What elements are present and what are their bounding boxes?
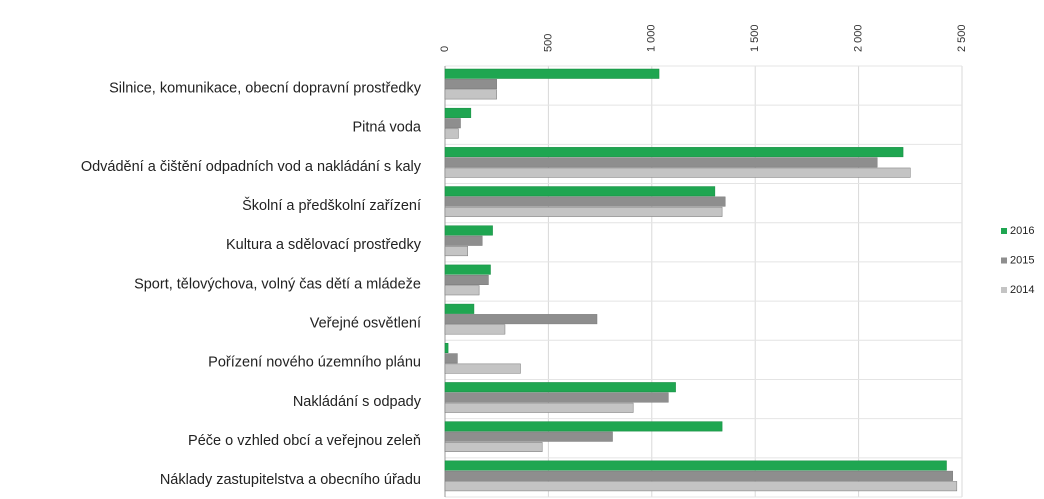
bar: [444, 235, 483, 246]
bar: [444, 382, 676, 393]
category-label: Péče o vzhled obcí a veřejnou zeleň: [188, 433, 421, 449]
x-tick-label: 0: [439, 46, 451, 52]
legend-swatch: [1001, 228, 1007, 234]
bar: [444, 107, 472, 118]
bar: [444, 363, 521, 374]
bar: [444, 343, 449, 354]
bar: [444, 402, 634, 413]
bar: [444, 167, 911, 178]
bar: [444, 274, 489, 285]
bar: [444, 118, 461, 129]
legend-label: 2016: [1010, 225, 1034, 237]
bar: [444, 324, 506, 335]
bar: [444, 303, 475, 314]
x-tick-label: 500: [542, 34, 554, 52]
category-label: Náklady zastupitelstva a obecního úřadu: [160, 472, 421, 488]
bar: [444, 147, 904, 158]
bar: [444, 285, 480, 296]
bar: [444, 89, 497, 100]
bar: [444, 225, 493, 236]
bar: [444, 128, 459, 139]
bar: [444, 68, 660, 79]
bar: [444, 481, 958, 492]
legend-swatch: [1001, 287, 1007, 293]
bar: [444, 264, 491, 275]
category-label: Nakládání s odpady: [293, 394, 422, 410]
legend-label: 2014: [1010, 284, 1034, 296]
x-tick-label: 1 500: [749, 24, 761, 52]
bar: [444, 441, 543, 452]
legend-label: 2015: [1010, 254, 1034, 266]
category-label: Pitná voda: [352, 120, 421, 136]
category-label: Sport, tělovýchova, volný čas dětí a mlá…: [134, 276, 421, 292]
category-label: Veřejné osvětlení: [310, 316, 421, 332]
bar: [444, 196, 726, 207]
bar: [444, 431, 613, 442]
x-tick-label: 1 000: [646, 24, 658, 52]
category-label: Pořízení nového územního plánu: [208, 355, 421, 371]
bar: [444, 470, 953, 481]
bar: [444, 314, 598, 325]
bar: [444, 392, 669, 403]
bar: [444, 246, 468, 257]
bar: [444, 206, 723, 217]
category-label: Školní a předškolní zařízení: [242, 197, 421, 214]
bar: [444, 353, 458, 364]
legend-swatch: [1001, 257, 1007, 264]
x-tick-label: 2 500: [956, 24, 968, 52]
x-tick-label: 2 000: [853, 24, 865, 52]
category-label: Kultura a sdělovací prostředky: [226, 237, 422, 253]
bar: [444, 460, 947, 471]
bar: [444, 421, 723, 432]
bar: [444, 157, 878, 168]
category-label: Silnice, komunikace, obecní dopravní pro…: [109, 80, 422, 96]
category-label: Odvádění a čištění odpadních vod a naklá…: [81, 159, 422, 175]
bar: [444, 79, 497, 90]
bar: [444, 186, 716, 197]
